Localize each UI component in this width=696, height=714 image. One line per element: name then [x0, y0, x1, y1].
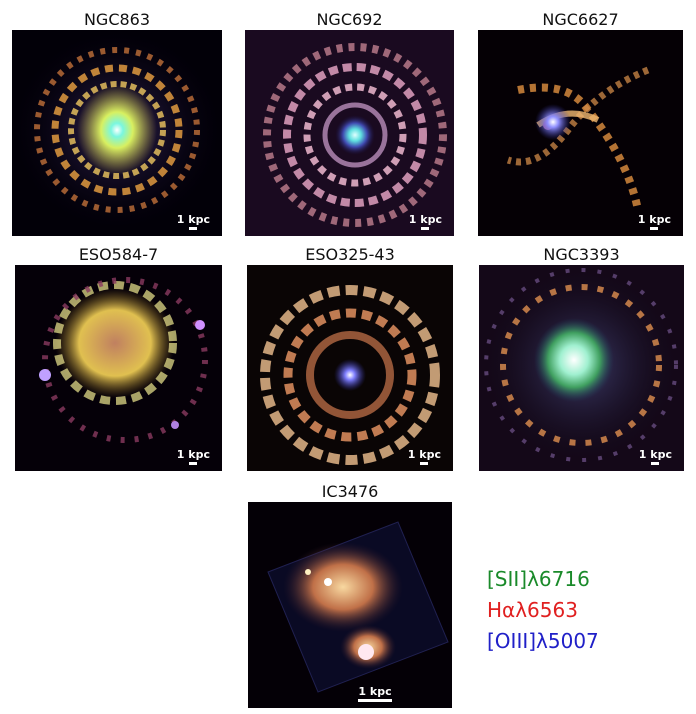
- panel-title: NGC863: [83, 10, 151, 29]
- legend-halpha: Hαλ6563: [487, 598, 578, 622]
- galaxy-image: [12, 30, 222, 236]
- panel-title: NGC6627: [542, 10, 619, 29]
- panel-title: NGC692: [316, 10, 383, 29]
- scale-bar: 1 kpc: [358, 685, 392, 702]
- scale-bar: 1 kpc: [177, 213, 210, 230]
- scale-label: 1 kpc: [408, 213, 442, 226]
- galaxy-image: [247, 265, 453, 471]
- scale-bar: 1 kpc: [639, 448, 672, 465]
- legend-sii: [SII]λ6716: [487, 567, 590, 591]
- legend-oiii: [OIII]λ5007: [487, 629, 599, 653]
- galaxy-image: [245, 30, 454, 236]
- galaxy-image: [479, 265, 684, 471]
- galaxy-image: [248, 502, 452, 708]
- scale-bar: 1 kpc: [408, 448, 441, 465]
- galaxy-panel-ngc692: NGC692 1 kpc: [245, 10, 454, 236]
- scale-label: 1 kpc: [407, 448, 441, 461]
- galaxy-panel-ic3476: IC3476 1 kpc: [248, 482, 452, 708]
- panel-title: IC3476: [321, 482, 379, 501]
- galaxy-panel-ngc3393: NGC3393 1 kpc: [479, 245, 684, 471]
- galaxy-panel-eso584-7: ESO584-7 1 kpc: [15, 245, 222, 471]
- scale-label: 1 kpc: [638, 448, 672, 461]
- scale-bar: 1 kpc: [177, 448, 210, 465]
- scale-label: 1 kpc: [176, 213, 210, 226]
- scale-label: 1 kpc: [176, 448, 210, 461]
- scale-bar: 1 kpc: [409, 213, 442, 230]
- emission-line-legend: [SII]λ6716 Hαλ6563 [OIII]λ5007: [487, 564, 599, 657]
- panel-title: ESO584-7: [78, 245, 159, 264]
- galaxy-panel-ngc6627: NGC6627 1 kpc: [478, 10, 683, 236]
- panel-title: ESO325-43: [305, 245, 395, 264]
- scale-bar: 1 kpc: [638, 213, 671, 230]
- scale-label: 1 kpc: [637, 213, 671, 226]
- scale-label: 1 kpc: [358, 685, 392, 698]
- galaxy-image: [15, 265, 222, 471]
- galaxy-panel-ngc863: NGC863 1 kpc: [12, 10, 222, 236]
- panel-title: NGC3393: [543, 245, 620, 264]
- galaxy-panel-eso325-43: ESO325-43 1 kpc: [247, 245, 453, 471]
- galaxy-image: [478, 30, 683, 236]
